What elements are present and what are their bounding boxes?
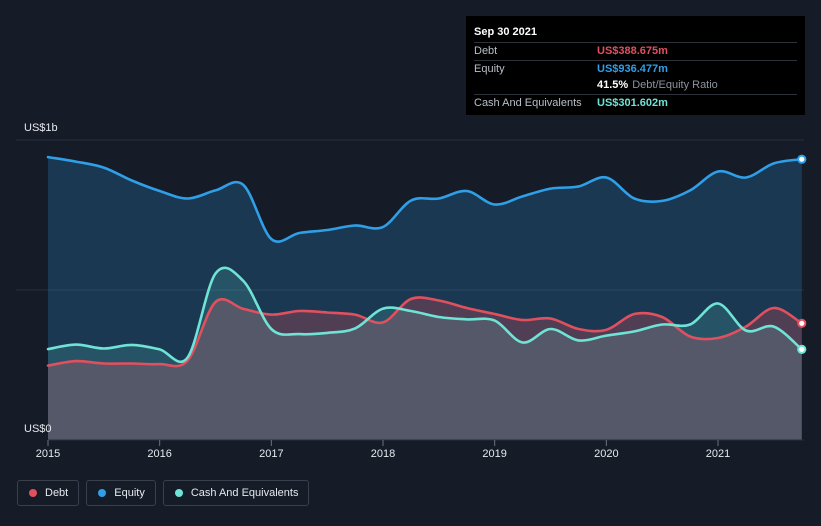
legend-item-cash[interactable]: Cash And Equivalents: [162, 480, 310, 506]
equity-line: [46, 155, 804, 243]
tooltip-ratio-value: 41.5%: [597, 79, 629, 91]
y-tick-label-top: US$1b: [24, 122, 58, 134]
x-tick-label-2019: 2019: [482, 448, 506, 460]
legend-label-debt: Debt: [45, 487, 69, 499]
y-tick-label-bottom: US$0: [24, 423, 52, 435]
legend-dot-cash: [174, 489, 183, 497]
legend-dot-debt: [29, 489, 37, 497]
x-tick-label-2018: 2018: [371, 448, 395, 460]
cash-endpoint-marker[interactable]: [797, 344, 807, 354]
x-axis: 2015 2016 2017 2018 2019 2020 2021: [36, 439, 804, 460]
tooltip-debt-value: US$388.675m: [597, 45, 668, 57]
tooltip-ratio-label: Debt/Equity Ratio: [632, 79, 718, 91]
legend-item-equity[interactable]: Equity: [86, 480, 156, 506]
x-tick-label-2020: 2020: [594, 448, 618, 460]
chart-legend: Debt Equity Cash And Equivalents: [17, 480, 310, 506]
grid-lines: [16, 139, 804, 291]
tooltip-row-ratio: 41.5% Debt/Equity Ratio: [474, 77, 797, 94]
x-tick-label-2015: 2015: [36, 448, 60, 460]
tooltip-row-cash: Cash And Equivalents US$301.602m: [474, 93, 797, 112]
cash-line: [46, 266, 804, 364]
tooltip-cash-label: Cash And Equivalents: [474, 96, 582, 109]
tooltip-equity-label: Equity: [474, 62, 505, 75]
legend-label-equity: Equity: [114, 487, 145, 499]
tooltip-cash-value: US$301.602m: [597, 96, 668, 109]
tooltip-date: Sep 30 2021: [474, 26, 537, 38]
equity-endpoint-marker[interactable]: [797, 154, 807, 164]
x-tick-label-2021: 2021: [706, 448, 730, 460]
tooltip-row-equity: Equity US$936.477m: [474, 59, 797, 78]
data-tooltip: Sep 30 2021 Debt US$388.675m Equity US$9…: [466, 16, 805, 115]
cash-area: [48, 267, 802, 440]
legend-label-cash: Cash And Equivalents: [190, 487, 299, 499]
debt-endpoint-marker[interactable]: [797, 318, 807, 328]
x-tick-label-2017: 2017: [259, 448, 283, 460]
x-tick-label-2016: 2016: [147, 448, 171, 460]
tooltip-ratio-spacer: [474, 77, 597, 94]
series-lines: [46, 154, 807, 368]
tooltip-row-debt: Debt US$388.675m: [474, 42, 797, 60]
tooltip-equity-value: US$936.477m: [597, 62, 668, 75]
tooltip-debt-label: Debt: [474, 45, 498, 57]
legend-dot-equity: [98, 489, 107, 497]
legend-item-debt[interactable]: Debt: [17, 480, 80, 506]
debt-area: [48, 297, 802, 440]
